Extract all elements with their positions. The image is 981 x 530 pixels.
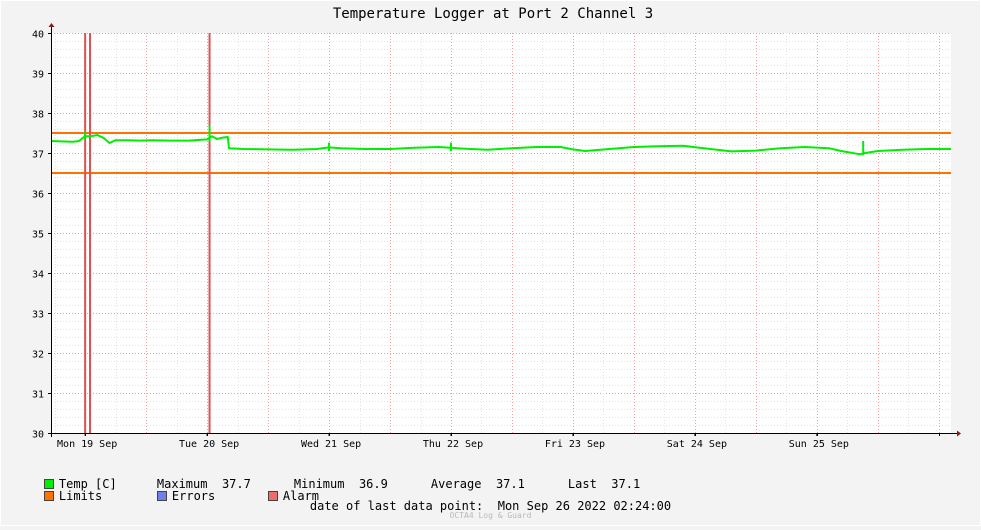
- legend-errors-label: Errors: [171, 489, 216, 503]
- y-tick-label: 35: [32, 230, 44, 241]
- last-label: Last: [567, 477, 597, 491]
- minimum-label: Minimum: [293, 477, 345, 491]
- x-tick-label: Tue 20 Sep: [179, 439, 239, 450]
- x-tick-label: Sun 25 Sep: [789, 439, 849, 450]
- y-tick-label: 33: [32, 310, 44, 321]
- temp-series-line: [50, 134, 951, 156]
- maximum-value: 37.7: [221, 477, 251, 491]
- y-tick-label: 39: [32, 70, 44, 81]
- temp-swatch-icon: [43, 479, 54, 489]
- y-tick-label: 32: [32, 350, 44, 361]
- legend-limits: Limits: [15, 475, 102, 517]
- errors-swatch-icon: [156, 491, 167, 501]
- limits-swatch-icon: [43, 491, 54, 501]
- legend-errors: Errors: [128, 475, 215, 517]
- y-tick-label: 30: [32, 430, 44, 441]
- y-tick-label: 34: [32, 270, 44, 281]
- legend-minimum: Minimum 36.9: [265, 463, 388, 505]
- y-tick-label: 40: [32, 30, 44, 41]
- x-tick-label: Wed 21 Sep: [301, 439, 361, 450]
- y-axis-arrow-icon: [48, 23, 55, 27]
- alarm-swatch-icon: [267, 491, 278, 501]
- x-tick-label: Mon 19 Sep: [57, 439, 117, 450]
- minimum-value: 36.9: [358, 477, 388, 491]
- maximum-label: Maximum: [156, 477, 208, 491]
- legend-alarm-label: Alarm: [282, 489, 320, 503]
- legend-last: Last 37.1: [539, 463, 640, 505]
- y-tick-label: 37: [32, 150, 44, 161]
- x-tick-label: Sat 24 Sep: [667, 439, 727, 450]
- legend-average: Average 37.1: [402, 463, 525, 505]
- legend-alarm: Alarm: [239, 475, 319, 517]
- x-tick-label: Thu 22 Sep: [423, 439, 483, 450]
- y-tick-label: 31: [32, 390, 44, 401]
- legend-maximum: Maximum 37.7: [128, 463, 251, 505]
- watermark: OCTA4 Log & Guard: [449, 511, 532, 520]
- chart-title: Temperature Logger at Port 2 Channel 3: [333, 6, 653, 22]
- legend-temp-label: Temp [C]: [58, 477, 117, 491]
- average-label: Average: [430, 477, 482, 491]
- last-value: 37.1: [611, 477, 641, 491]
- legend-temp: Temp [C]: [15, 463, 117, 505]
- y-tick-label: 38: [32, 110, 44, 121]
- last-data-point: date of last data point: Mon Sep 26 2022…: [0, 499, 981, 513]
- last-data-point-label: date of last data point:: [309, 499, 484, 513]
- x-axis-arrow-icon: [957, 430, 961, 437]
- last-data-point-value: Mon Sep 26 2022 02:24:00: [497, 499, 672, 513]
- average-value: 37.1: [495, 477, 525, 491]
- legend-limits-label: Limits: [58, 489, 103, 503]
- x-tick-label: Fri 23 Sep: [545, 439, 605, 450]
- y-tick-label: 36: [32, 190, 44, 201]
